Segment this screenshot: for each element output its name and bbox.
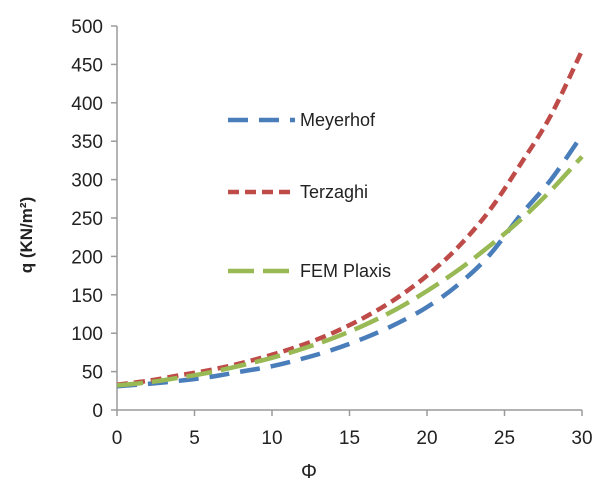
y-tick-label: 400 xyxy=(71,94,103,115)
y-axis: 0 50 100 150 200 250 300 350 400 450 500 xyxy=(71,17,118,422)
y-tick-label: 100 xyxy=(71,324,103,345)
legend: Meyerhof Terzaghi FEM Plaxis xyxy=(228,110,391,281)
legend-label-terzaghi: Terzaghi xyxy=(300,182,368,202)
x-tick-label: 30 xyxy=(571,428,592,449)
x-axis-label: Φ xyxy=(301,461,317,483)
y-tick-label: 450 xyxy=(71,55,103,76)
y-axis-label: q (KN/m²) xyxy=(17,197,36,273)
y-tick-label: 200 xyxy=(71,247,103,268)
series-line-meyerhof xyxy=(116,133,584,389)
x-tick-label: 20 xyxy=(416,428,437,449)
series-line-terzaghi xyxy=(116,49,585,387)
y-tick-label: 150 xyxy=(71,286,103,307)
y-tick-label: 50 xyxy=(82,363,103,384)
y-tick-label: 300 xyxy=(71,171,103,192)
x-tick-label: 15 xyxy=(339,428,360,449)
x-tick-label: 0 xyxy=(112,428,123,449)
x-tick-label: 5 xyxy=(189,428,200,449)
y-tick-label: 250 xyxy=(71,209,103,230)
x-axis: 0 5 10 15 20 25 30 xyxy=(112,409,593,449)
legend-label-meyerhof: Meyerhof xyxy=(300,110,376,130)
legend-label-fem-plaxis: FEM Plaxis xyxy=(300,261,391,281)
y-tick-label: 350 xyxy=(71,132,103,153)
y-tick-label: 500 xyxy=(71,17,103,38)
x-tick-label: 10 xyxy=(261,428,282,449)
y-tick-label: 0 xyxy=(92,401,103,422)
series-layer xyxy=(116,49,585,389)
x-tick-label: 25 xyxy=(494,428,515,449)
series-line-fem-plaxis xyxy=(116,155,584,388)
